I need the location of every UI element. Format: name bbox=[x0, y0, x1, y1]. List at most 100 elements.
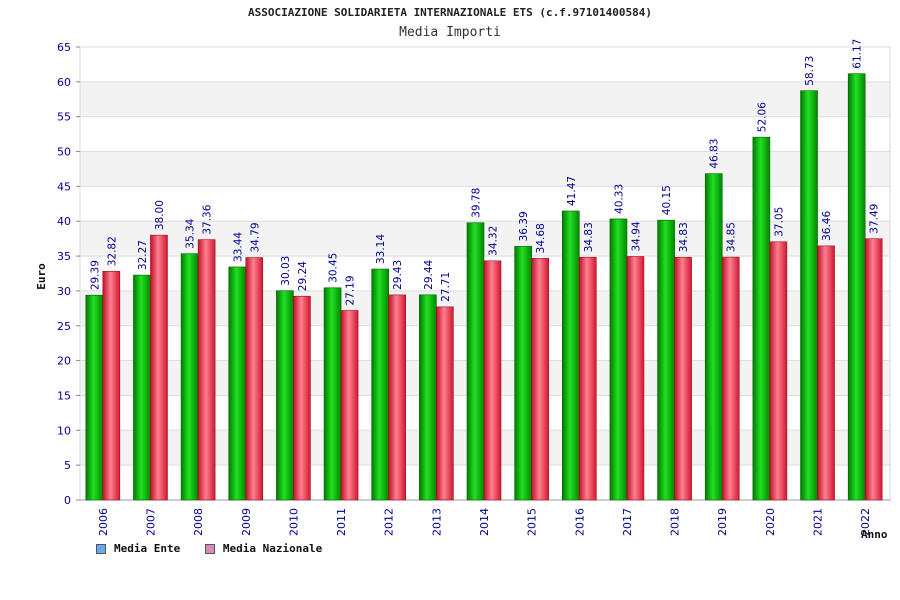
legend-swatch-media-ente bbox=[96, 543, 106, 554]
y-tick-label: 65 bbox=[57, 41, 71, 54]
data-label-media-nazionale-2020: 37.05 bbox=[773, 207, 785, 237]
x-tick-label: 2013 bbox=[430, 508, 443, 536]
x-tick-label: 2015 bbox=[526, 508, 539, 536]
bar-media-nazionale-2020 bbox=[769, 241, 788, 501]
x-tick-label: 2019 bbox=[716, 508, 729, 536]
data-label-media-ente-2010: 30.03 bbox=[280, 256, 292, 286]
y-tick-label: 5 bbox=[64, 459, 71, 472]
x-tick-label: 2009 bbox=[240, 508, 253, 536]
bar-media-nazionale-2010 bbox=[293, 295, 311, 501]
chart-title: ASSOCIAZIONE SOLIDARIETA INTERNAZIONALE … bbox=[248, 6, 652, 19]
bar-media-ente-2020 bbox=[752, 136, 771, 501]
data-label-media-nazionale-2006: 32.82 bbox=[106, 236, 118, 266]
data-label-media-nazionale-2016: 34.83 bbox=[583, 222, 595, 252]
bar-media-ente-2022 bbox=[847, 73, 866, 501]
chart-subtitle: Media Importi bbox=[399, 25, 501, 40]
bar-media-nazionale-2022 bbox=[864, 238, 883, 501]
data-label-media-nazionale-2017: 34.94 bbox=[630, 221, 642, 251]
bar-media-nazionale-2017 bbox=[626, 256, 645, 501]
bar-media-ente-2018 bbox=[657, 219, 675, 501]
y-tick-label: 50 bbox=[57, 146, 71, 159]
data-label-media-ente-2021: 58.73 bbox=[804, 56, 816, 86]
data-label-media-ente-2016: 41.47 bbox=[566, 176, 578, 206]
data-label-media-ente-2014: 39.78 bbox=[471, 188, 483, 218]
x-tick-label: 2007 bbox=[144, 508, 157, 536]
x-tick-label: 2018 bbox=[669, 508, 682, 536]
bar-media-nazionale-2015 bbox=[531, 258, 549, 501]
bar-media-ente-2007 bbox=[133, 274, 151, 501]
bar-media-ente-2015 bbox=[514, 246, 532, 501]
x-tick-label: 2006 bbox=[97, 508, 110, 536]
y-tick-label: 40 bbox=[57, 215, 71, 228]
data-label-media-nazionale-2019: 34.85 bbox=[726, 222, 738, 252]
bar-media-nazionale-2018 bbox=[674, 256, 692, 501]
bar-media-nazionale-2014 bbox=[483, 260, 502, 501]
y-tick-label: 30 bbox=[57, 285, 71, 298]
y-tick-label: 10 bbox=[57, 424, 71, 437]
data-label-media-nazionale-2008: 37.36 bbox=[202, 204, 214, 234]
bar-media-ente-2008 bbox=[180, 253, 199, 501]
grid-band bbox=[80, 81, 890, 117]
data-labels: 29.39 32.82 32.27 38.00 35.34 37.36 33.44 34.79… bbox=[89, 39, 880, 306]
data-label-media-ente-2020: 52.06 bbox=[756, 102, 768, 132]
bar-media-ente-2012 bbox=[371, 268, 390, 501]
bar-media-nazionale-2013 bbox=[436, 306, 454, 501]
x-tick-label: 2012 bbox=[383, 508, 396, 536]
y-tick-label: 15 bbox=[57, 389, 71, 402]
data-label-media-ente-2022: 61.17 bbox=[852, 39, 864, 69]
bar-media-ente-2006 bbox=[85, 294, 104, 501]
data-label-media-nazionale-2009: 34.79 bbox=[249, 222, 261, 252]
data-label-media-nazionale-2014: 34.32 bbox=[488, 226, 500, 256]
y-axis-label: Euro bbox=[34, 263, 48, 290]
y-tick-label: 20 bbox=[57, 355, 71, 368]
x-axis-label: Anno bbox=[861, 528, 888, 541]
bar-media-nazionale-2008 bbox=[197, 239, 216, 501]
x-tick-label: 2010 bbox=[287, 508, 300, 536]
data-label-media-nazionale-2022: 37.49 bbox=[869, 204, 881, 234]
data-label-media-nazionale-2018: 34.83 bbox=[678, 222, 690, 252]
bar-media-ente-2011 bbox=[323, 287, 342, 501]
legend-swatch-media-nazionale bbox=[204, 543, 215, 554]
bar-media-nazionale-2021 bbox=[817, 245, 835, 501]
data-label-media-ente-2006: 29.39 bbox=[89, 260, 101, 290]
x-tick-label: 2020 bbox=[764, 508, 777, 536]
bars bbox=[85, 73, 883, 501]
bar-media-ente-2013 bbox=[419, 294, 437, 501]
y-tick-label: 45 bbox=[57, 180, 71, 193]
data-label-media-ente-2012: 33.14 bbox=[375, 234, 387, 264]
bar-media-nazionale-2019 bbox=[721, 256, 740, 501]
bar-media-nazionale-2006 bbox=[102, 270, 121, 501]
bar-media-nazionale-2011 bbox=[340, 310, 359, 501]
x-tick-label: 2021 bbox=[812, 508, 825, 536]
x-tick-label: 2011 bbox=[335, 508, 348, 536]
bar-media-ente-2014 bbox=[466, 222, 485, 501]
data-label-media-ente-2011: 30.45 bbox=[328, 253, 340, 283]
x-tick-label: 2014 bbox=[478, 508, 491, 536]
y-tick-label: 0 bbox=[64, 494, 71, 507]
bar-media-nazionale-2016 bbox=[578, 256, 597, 501]
bar-media-ente-2017 bbox=[609, 218, 628, 501]
data-label-media-ente-2008: 35.34 bbox=[185, 218, 197, 248]
x-tick-label: 2016 bbox=[573, 508, 586, 536]
x-tick-label: 2022 bbox=[859, 508, 872, 536]
data-label-media-nazionale-2010: 29.24 bbox=[297, 261, 309, 291]
data-label-media-ente-2017: 40.33 bbox=[613, 184, 625, 214]
data-label-media-ente-2015: 36.39 bbox=[518, 211, 530, 241]
bar-media-nazionale-2009 bbox=[245, 257, 264, 501]
bar-media-ente-2021 bbox=[800, 90, 818, 501]
data-label-media-nazionale-2015: 34.68 bbox=[535, 223, 547, 253]
bar-media-nazionale-2012 bbox=[388, 294, 407, 501]
data-label-media-ente-2013: 29.44 bbox=[423, 259, 435, 289]
data-label-media-nazionale-2007: 38.00 bbox=[154, 200, 166, 230]
data-label-media-ente-2019: 46.83 bbox=[709, 139, 721, 169]
data-label-media-ente-2018: 40.15 bbox=[661, 185, 673, 215]
bar-media-ente-2016 bbox=[561, 210, 580, 501]
y-tick-label: 35 bbox=[57, 250, 71, 263]
data-label-media-nazionale-2011: 27.19 bbox=[345, 275, 357, 305]
bar-media-nazionale-2007 bbox=[150, 234, 168, 501]
x-tick-label: 2017 bbox=[621, 508, 634, 536]
x-tick-labels: 2006 2007 2008 2009 2010 2011 2012 2013 2014 2015… bbox=[97, 508, 872, 536]
bar-media-ente-2019 bbox=[704, 173, 723, 501]
data-label-media-nazionale-2021: 36.46 bbox=[821, 211, 833, 241]
